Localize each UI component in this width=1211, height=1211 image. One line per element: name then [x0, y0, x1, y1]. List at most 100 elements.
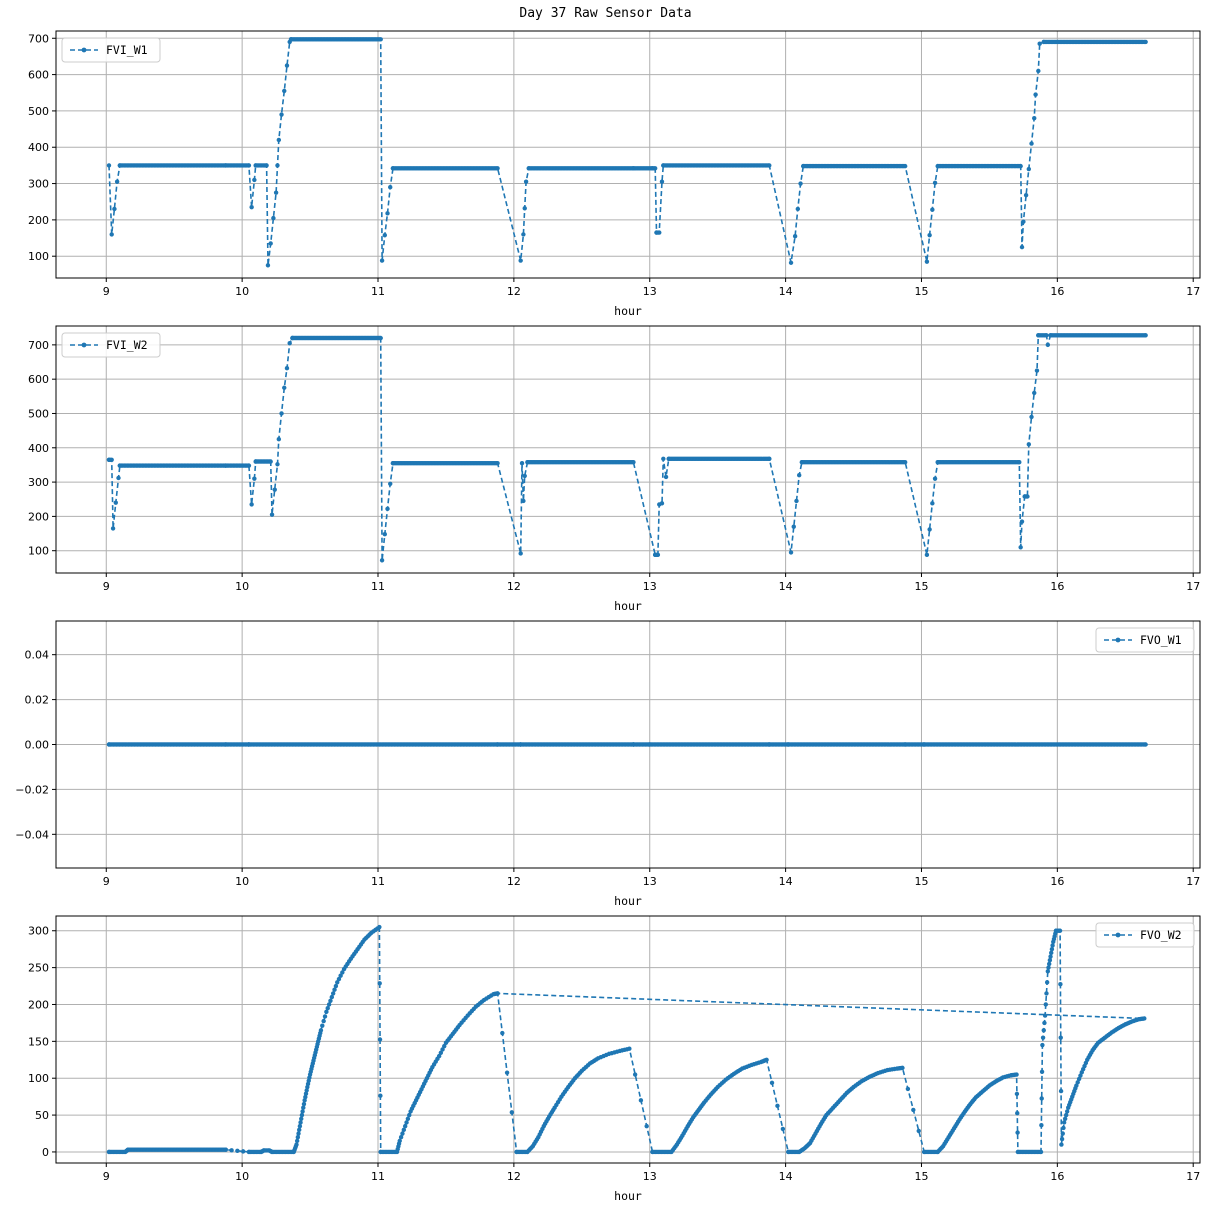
legend-box: [61, 37, 161, 63]
x-tick-label: 13: [643, 875, 657, 888]
data-point: [106, 163, 112, 168]
data-point: [924, 259, 930, 264]
x-tick-label: 11: [371, 580, 385, 593]
legend: FVO_W1: [1095, 627, 1195, 653]
y-tick-label: 100: [28, 1072, 49, 1085]
data-point: [927, 527, 932, 532]
data-point: [504, 1070, 510, 1075]
data-point: [385, 211, 390, 216]
x-tick-label: 11: [371, 875, 385, 888]
data-point: [1026, 166, 1032, 172]
data-point: [1036, 68, 1041, 74]
data-point: [295, 1134, 301, 1140]
data-point: [1076, 1076, 1082, 1082]
data-point: [927, 232, 932, 238]
data-point: [780, 1126, 786, 1132]
data-point: [916, 1128, 921, 1134]
data-point: [1046, 965, 1051, 970]
data-point: [110, 526, 116, 531]
data-point: [333, 983, 339, 989]
y-tick-label: 0.00: [25, 739, 50, 752]
data-point: [294, 1142, 299, 1147]
data-point: [388, 481, 393, 487]
data-point: [1014, 1091, 1020, 1097]
x-tick-label: 15: [914, 580, 928, 593]
data-point: [1064, 1109, 1070, 1114]
data-point: [902, 459, 908, 465]
data-point: [631, 459, 636, 465]
data-point: [519, 461, 525, 466]
x-tick-label: 15: [914, 1170, 928, 1183]
data-point: [298, 1120, 303, 1125]
data-point: [332, 987, 337, 992]
data-point: [324, 1009, 329, 1015]
data-point: [321, 1018, 326, 1024]
data-point: [436, 1053, 442, 1059]
y-tick-label: −0.04: [15, 828, 49, 841]
data-point: [326, 1002, 332, 1007]
x-tick-label: 14: [779, 1170, 793, 1183]
data-point: [252, 177, 257, 183]
data-point: [1042, 1020, 1047, 1026]
x-axis-label: hour: [614, 599, 642, 613]
data-point: [1034, 368, 1040, 373]
data-point: [509, 1110, 515, 1115]
x-tick-label: 11: [371, 1170, 385, 1183]
data-point: [273, 190, 279, 195]
data-point: [377, 924, 382, 930]
data-point: [1143, 333, 1148, 338]
data-point: [930, 207, 935, 212]
data-point: [1044, 980, 1050, 985]
data-point: [1040, 1042, 1045, 1048]
axes-frame: [55, 325, 1201, 574]
data-point: [276, 137, 282, 143]
data-point: [1049, 950, 1054, 956]
data-point: [405, 1116, 411, 1121]
data-point: [400, 1131, 405, 1136]
data-point: [798, 181, 803, 186]
data-point: [338, 973, 343, 978]
data-point: [523, 179, 529, 184]
data-point: [1029, 414, 1034, 420]
series-line-FVI_W1: [108, 38, 1146, 266]
data-point: [1059, 1136, 1065, 1142]
data-point: [495, 991, 500, 996]
data-point: [788, 550, 794, 555]
data-point: [249, 502, 254, 507]
data-point: [1039, 1096, 1044, 1101]
legend-marker: [1115, 637, 1121, 643]
data-point: [240, 1149, 246, 1154]
data-point: [1040, 1035, 1046, 1040]
x-tick-label: 10: [235, 875, 249, 888]
y-tick-label: 600: [28, 69, 49, 82]
data-point: [272, 487, 277, 492]
data-point: [328, 998, 333, 1003]
x-tick-label: 9: [103, 580, 110, 593]
x-tick-label: 15: [914, 875, 928, 888]
data-point: [1074, 1083, 1079, 1088]
data-point: [249, 204, 254, 210]
data-point: [1058, 1035, 1063, 1040]
x-tick-label: 12: [507, 875, 521, 888]
data-point: [500, 1030, 505, 1036]
data-point: [1014, 1072, 1019, 1077]
data-point: [235, 1148, 240, 1154]
data-point: [276, 437, 282, 442]
data-point: [378, 1093, 383, 1098]
x-tick-label: 13: [643, 1170, 657, 1183]
data-point: [1142, 1016, 1147, 1021]
data-point: [924, 552, 930, 558]
chart-panel-1: 9 10 11 12 13 14 15 16 17 100 200 300 400 500 600 700 ho…: [28, 30, 1201, 318]
y-tick-label: 0: [42, 1146, 49, 1159]
data-point: [1061, 1125, 1066, 1131]
data-point: [1019, 519, 1025, 524]
data-point: [377, 1037, 383, 1042]
legend-label: FVO_W2: [1140, 928, 1182, 942]
data-point: [1078, 1073, 1083, 1078]
data-point: [796, 473, 802, 478]
data-point: [764, 1057, 769, 1062]
data-point: [1075, 1080, 1080, 1085]
data-point: [1021, 219, 1026, 224]
y-tick-label: 400: [28, 141, 49, 154]
data-point: [767, 163, 772, 168]
